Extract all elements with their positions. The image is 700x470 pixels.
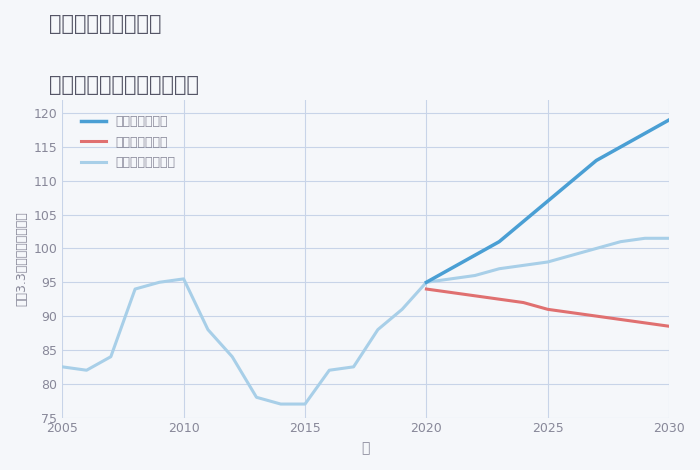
ノーマルシナリオ: [301, 401, 309, 407]
ノーマルシナリオ: [495, 266, 503, 272]
ノーマルシナリオ: [155, 280, 164, 285]
バッドシナリオ: [592, 313, 601, 319]
バッドシナリオ: [617, 317, 625, 322]
グッドシナリオ: [544, 198, 552, 204]
Y-axis label: 坪（3.3㎡）単価（万円）: 坪（3.3㎡）単価（万円）: [15, 211, 28, 306]
ノーマルシナリオ: [617, 239, 625, 244]
グッドシナリオ: [447, 266, 455, 272]
グッドシナリオ: [665, 117, 673, 123]
ノーマルシナリオ: [592, 246, 601, 251]
ノーマルシナリオ: [252, 394, 260, 400]
ノーマルシナリオ: [349, 364, 358, 370]
バッドシナリオ: [665, 323, 673, 329]
ノーマルシナリオ: [665, 235, 673, 241]
グッドシナリオ: [470, 252, 479, 258]
ノーマルシナリオ: [276, 401, 285, 407]
バッドシナリオ: [544, 306, 552, 312]
ノーマルシナリオ: [447, 276, 455, 282]
Line: ノーマルシナリオ: ノーマルシナリオ: [62, 238, 669, 404]
グッドシナリオ: [422, 280, 430, 285]
ノーマルシナリオ: [179, 276, 188, 282]
ノーマルシナリオ: [422, 280, 430, 285]
グッドシナリオ: [617, 144, 625, 150]
ノーマルシナリオ: [568, 252, 576, 258]
ノーマルシナリオ: [204, 327, 212, 332]
バッドシナリオ: [447, 290, 455, 295]
X-axis label: 年: 年: [361, 441, 370, 455]
ノーマルシナリオ: [544, 259, 552, 265]
バッドシナリオ: [568, 310, 576, 315]
グッドシナリオ: [592, 157, 601, 163]
ノーマルシナリオ: [640, 235, 649, 241]
グッドシナリオ: [495, 239, 503, 244]
ノーマルシナリオ: [83, 368, 91, 373]
グッドシナリオ: [640, 131, 649, 136]
ノーマルシナリオ: [325, 368, 333, 373]
バッドシナリオ: [470, 293, 479, 298]
グッドシナリオ: [519, 219, 528, 224]
バッドシナリオ: [640, 320, 649, 326]
バッドシナリオ: [519, 300, 528, 306]
Line: バッドシナリオ: バッドシナリオ: [426, 289, 669, 326]
Line: グッドシナリオ: グッドシナリオ: [426, 120, 669, 282]
Legend: グッドシナリオ, バッドシナリオ, ノーマルシナリオ: グッドシナリオ, バッドシナリオ, ノーマルシナリオ: [75, 109, 182, 175]
ノーマルシナリオ: [58, 364, 66, 370]
バッドシナリオ: [422, 286, 430, 292]
ノーマルシナリオ: [519, 263, 528, 268]
Text: 中古マンションの価格推移: 中古マンションの価格推移: [49, 75, 199, 95]
ノーマルシナリオ: [398, 306, 406, 312]
ノーマルシナリオ: [374, 327, 382, 332]
ノーマルシナリオ: [106, 354, 115, 360]
グッドシナリオ: [568, 178, 576, 184]
ノーマルシナリオ: [228, 354, 237, 360]
ノーマルシナリオ: [131, 286, 139, 292]
ノーマルシナリオ: [470, 273, 479, 278]
Text: 千葉県市原市飯給の: 千葉県市原市飯給の: [49, 14, 162, 34]
バッドシナリオ: [495, 297, 503, 302]
